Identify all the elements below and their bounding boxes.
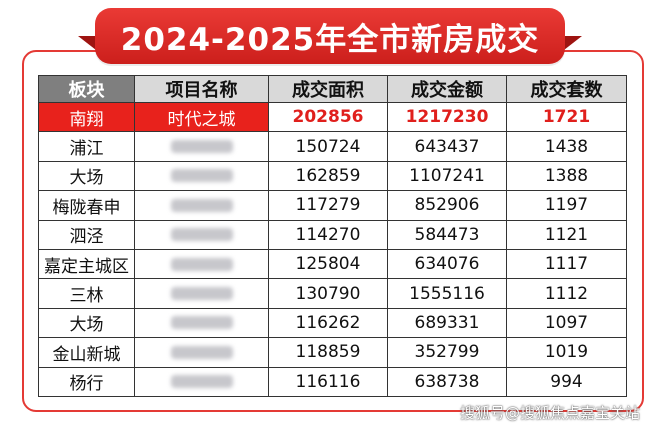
table-row: 嘉定主城区 125804 634076 1117 [38,248,627,280]
watermark: 搜狐号@搜狐焦点嘉宝关站 [460,404,641,422]
cell-amount: 352799 [387,337,507,368]
redacted-project-name [170,375,233,389]
cell-block: 泗泾 [38,219,135,250]
cell-units: 1019 [506,337,627,368]
table-row: 三林 130790 1555116 1112 [38,278,627,309]
cell-amount: 852906 [387,190,507,221]
cell-units: 1112 [506,278,627,309]
redacted-project-name [170,316,233,330]
cell-area: 130790 [268,278,388,309]
cell-project [134,307,269,339]
cell-block: 大场 [38,160,135,192]
cell-block: 大场 [38,307,135,339]
cell-area: 118859 [268,337,388,368]
table-row: 杨行 116116 638738 994 [38,366,627,398]
cell-amount: 689331 [387,307,507,339]
redacted-project-name [170,287,233,301]
banner-ribbon-left [78,36,96,50]
cell-amount: 1107241 [387,160,507,192]
table-row: 大场 116262 689331 1097 [38,307,627,339]
cell-project [134,219,269,250]
cell-project [134,190,269,221]
cell-area: 114270 [268,219,388,250]
table-row: 金山新城 118859 352799 1019 [38,337,627,368]
cell-units: 1197 [506,190,627,221]
table-row: 南翔 时代之城 202856 1217230 1721 [38,101,627,133]
banner-ribbon-right [564,36,582,50]
cell-project [134,248,269,280]
cell-amount: 638738 [387,366,507,398]
redacted-project-name [170,169,233,183]
table-row: 泗泾 114270 584473 1121 [38,219,627,250]
header-project: 项目名称 [134,75,269,103]
redacted-project-name [170,228,233,242]
cell-area: 202856 [268,101,388,133]
cell-area: 116116 [268,366,388,398]
redacted-project-name [170,140,233,154]
cell-units: 994 [506,366,627,398]
table-row: 浦江 150724 643437 1438 [38,131,627,162]
cell-area: 125804 [268,248,388,280]
cell-amount: 643437 [387,131,507,162]
cell-project [134,160,269,192]
cell-project [134,278,269,309]
header-block: 板块 [38,75,135,103]
table-header-row: 板块 项目名称 成交面积 成交金额 成交套数 [38,75,627,103]
cell-block: 梅陇春申 [38,190,135,221]
header-amount: 成交金额 [387,75,507,103]
cell-units: 1721 [506,101,627,133]
table-row: 大场 162859 1107241 1388 [38,160,627,192]
cell-amount: 634076 [387,248,507,280]
cell-project [134,337,269,368]
cell-block: 浦江 [38,131,135,162]
sales-table: 板块 项目名称 成交面积 成交金额 成交套数 南翔 时代之城 202856 12172… [38,75,627,398]
redacted-project-name [170,198,233,212]
cell-units: 1438 [506,131,627,162]
cell-project [134,366,269,398]
page-title: 2024-2025年全市新房成交 [95,8,565,64]
cell-block: 金山新城 [38,337,135,368]
cell-block: 杨行 [38,366,135,398]
cell-amount: 584473 [387,219,507,250]
cell-area: 162859 [268,160,388,192]
cell-units: 1117 [506,248,627,280]
cell-amount: 1555116 [387,278,507,309]
cell-area: 117279 [268,190,388,221]
cell-block: 三林 [38,278,135,309]
redacted-project-name [170,257,233,271]
cell-units: 1121 [506,219,627,250]
cell-block: 南翔 [38,101,135,133]
cell-project: 时代之城 [134,101,269,133]
cell-block: 嘉定主城区 [38,248,135,280]
cell-units: 1097 [506,307,627,339]
cell-units: 1388 [506,160,627,192]
redacted-project-name [170,345,233,359]
cell-area: 150724 [268,131,388,162]
cell-project [134,131,269,162]
header-units: 成交套数 [506,75,627,103]
table-row: 梅陇春申 117279 852906 1197 [38,190,627,221]
header-area: 成交面积 [268,75,388,103]
cell-area: 116262 [268,307,388,339]
cell-amount: 1217230 [387,101,507,133]
